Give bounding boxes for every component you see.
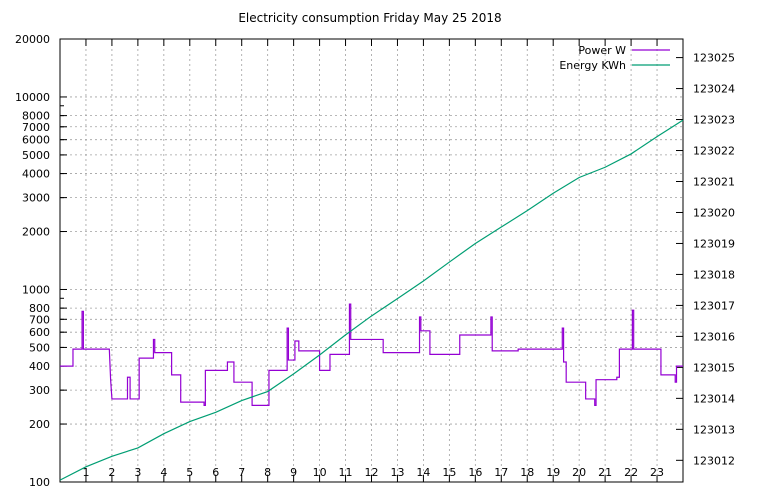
left-axis-tick-label: 1000 <box>22 283 50 296</box>
x-axis-tick-label: 23 <box>650 466 664 479</box>
series-layer <box>59 119 684 481</box>
left-axis-tick-label: 100 <box>29 476 50 489</box>
right-axis-tick-label: 123020 <box>693 206 735 219</box>
left-axis-tick-label: 800 <box>29 302 50 315</box>
left-axis-tick-label: 500 <box>29 341 50 354</box>
x-axis-tick-label: 2 <box>108 466 115 479</box>
right-axis-tick-label: 123015 <box>693 361 735 374</box>
right-axis-tick-label: 123021 <box>693 176 735 189</box>
left-axis-tick-label: 300 <box>29 384 50 397</box>
x-axis-tick-label: 5 <box>186 466 193 479</box>
right-axis-tick-label: 123022 <box>693 145 735 158</box>
right-axis-tick-label: 123017 <box>693 299 735 312</box>
legend-label: Energy KWh <box>559 59 626 72</box>
x-axis-tick-label: 21 <box>598 466 612 479</box>
x-axis-tick-label: 15 <box>442 466 456 479</box>
right-axis-tick-label: 123012 <box>693 454 735 467</box>
left-axis-tick-label: 8000 <box>22 110 50 123</box>
x-axis-tick-label: 7 <box>238 466 245 479</box>
left-axis-tick-label: 400 <box>29 360 50 373</box>
left-axis-tick-label: 3000 <box>22 192 50 205</box>
right-axis-tick-label: 123023 <box>693 114 735 127</box>
left-axis-tick-label: 5000 <box>22 149 50 162</box>
plot-frame <box>59 38 684 483</box>
series-line-energy <box>59 119 684 481</box>
x-axis-tick-label: 22 <box>624 466 638 479</box>
left-axis-tick-label: 2000 <box>22 226 50 239</box>
x-axis-tick-label: 4 <box>160 466 167 479</box>
legend-label: Power W <box>578 44 626 57</box>
x-axis-tick-label: 1 <box>82 466 89 479</box>
left-axis-tick-label: 4000 <box>22 168 50 181</box>
x-axis-tick-label: 13 <box>390 466 404 479</box>
x-axis-tick-label: 11 <box>339 466 353 479</box>
x-axis-tick-label: 19 <box>546 466 560 479</box>
right-axis-tick-label: 123019 <box>693 237 735 250</box>
x-axis-tick-label: 8 <box>264 466 271 479</box>
left-axis-tick-label: 10000 <box>15 91 50 104</box>
x-axis-tick-label: 6 <box>212 466 219 479</box>
right-axis-tick-label: 123013 <box>693 423 735 436</box>
right-axis-tick-label: 123014 <box>693 392 735 405</box>
chart-title: Electricity consumption Friday May 25 20… <box>238 11 501 25</box>
x-axis-tick-label: 3 <box>134 466 141 479</box>
left-axis-tick-label: 7000 <box>22 121 50 134</box>
left-axis-tick-label: 20000 <box>15 33 50 46</box>
right-axis-tick-label: 123025 <box>693 52 735 65</box>
left-axis-tick-label: 600 <box>29 326 50 339</box>
x-axis-tick-label: 18 <box>520 466 534 479</box>
x-axis-tick-label: 12 <box>365 466 379 479</box>
x-axis-tick-label: 17 <box>494 466 508 479</box>
x-axis-tick-label: 9 <box>290 466 297 479</box>
legend: Power W Energy KWh <box>559 44 670 72</box>
right-axis-tick-label: 123024 <box>693 83 735 96</box>
left-axis-tick-label: 6000 <box>22 134 50 147</box>
grid-layer <box>60 39 683 482</box>
x-axis-tick-label: 10 <box>313 466 327 479</box>
x-axis-tick-label: 14 <box>416 466 430 479</box>
x-axis-tick-label: 16 <box>468 466 482 479</box>
x-axis-tick-label: 20 <box>572 466 586 479</box>
left-axis-tick-label: 200 <box>29 418 50 431</box>
right-axis-tick-label: 123018 <box>693 268 735 281</box>
right-axis-tick-label: 123016 <box>693 330 735 343</box>
left-axis-tick-label: 700 <box>29 313 50 326</box>
series-line-power <box>60 303 683 406</box>
